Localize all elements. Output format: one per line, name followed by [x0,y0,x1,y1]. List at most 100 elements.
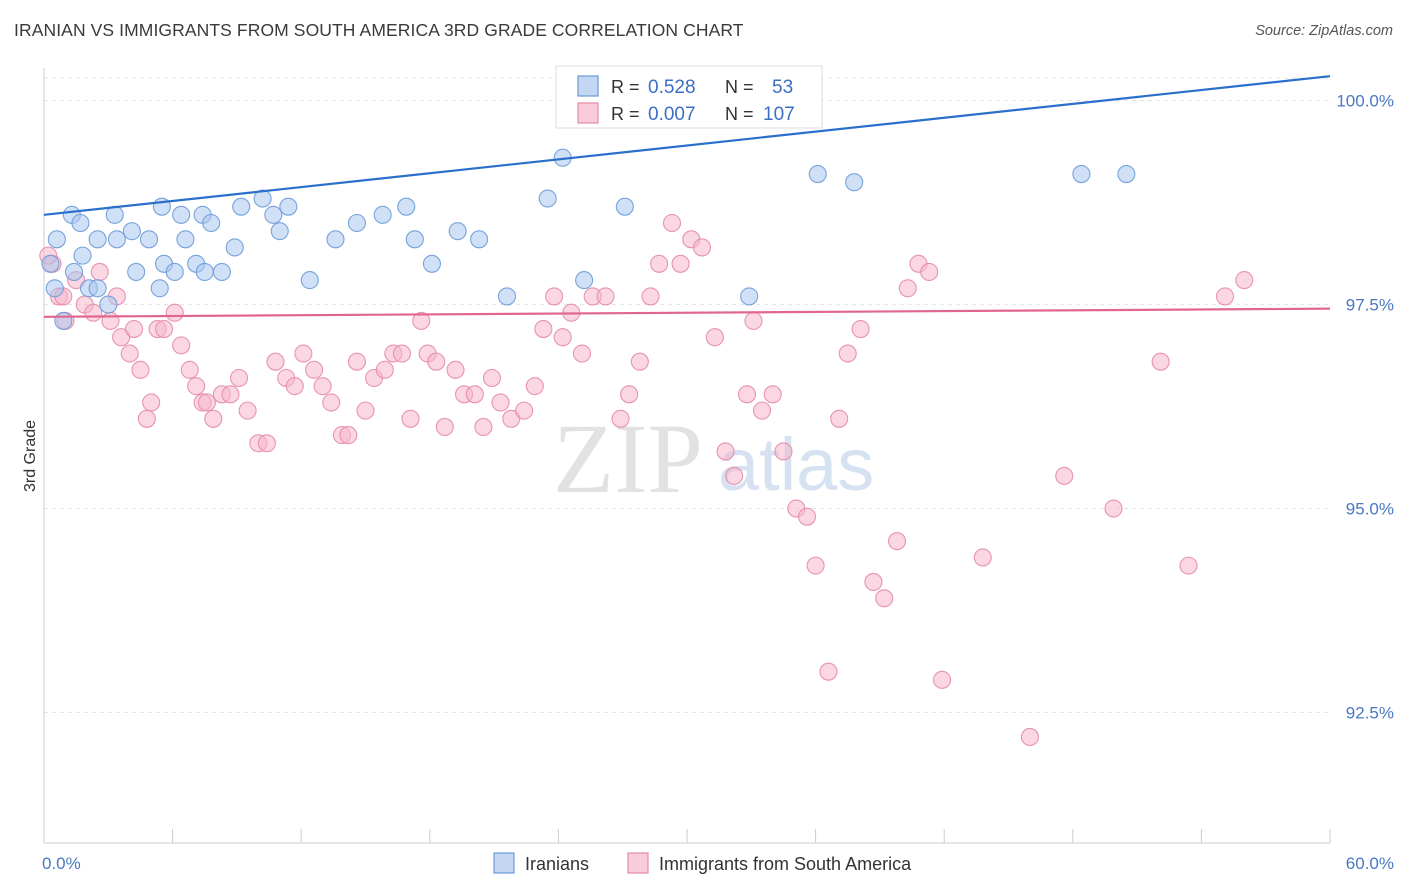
immigrants-point-101 [1151,352,1170,371]
iranians-point-7 [47,230,66,249]
immigrants-point-35 [313,377,332,396]
iranians-point-44 [538,189,557,208]
immigrants-point-53 [474,417,493,436]
immigrants-point-85 [806,556,825,575]
immigrants-point-58 [525,377,544,396]
immigrants-point-20 [187,377,206,396]
immigrants-point-17 [165,303,184,322]
stats-r-label-2: R = [611,104,640,124]
iranians-point-2 [64,262,84,281]
stats-n-value-1: 53 [772,77,793,98]
immigrants-point-18 [172,336,191,355]
iranians-point-0 [45,279,64,298]
immigrants-point-60 [545,287,564,306]
iranians-point-43 [497,287,517,306]
immigrants-point-97 [973,548,992,567]
immigrants-point-27 [238,401,257,420]
immigrants-point-44 [392,344,411,363]
immigrants-point-95 [920,262,939,281]
iranians-point-36 [347,213,366,233]
immigrants-point-56 [502,409,521,428]
immigrants-point-63 [572,344,592,363]
immigrants-point-96 [933,670,952,689]
watermark-atlas: atlas [718,423,874,506]
immigrants-point-79 [744,311,763,330]
immigrants-point-38 [339,426,358,445]
immigrants-point-92 [887,532,907,551]
immigrants-point-42 [375,360,394,379]
stats-r-value-2: 0.007 [648,104,696,125]
x-tick-label-max: 60.0% [1346,854,1394,873]
iranians-point-22 [176,230,195,249]
immigrants-point-67 [620,385,639,404]
iranians-point-49 [808,165,827,184]
immigrants-point-34 [305,360,324,379]
iranians-point-50 [845,173,864,192]
stats-n-value-2: 107 [763,104,795,125]
iranians-point-34 [300,271,319,290]
immigrants-point-88 [838,344,857,363]
legend-swatch-iranians [493,852,515,874]
immigrants-point-39 [347,352,366,371]
iranians-point-30 [253,189,272,208]
immigrants-point-90 [864,572,883,591]
iranians-point-13 [107,230,126,249]
legend-swatch-immigrants [627,852,649,874]
immigrants-point-75 [705,328,724,347]
immigrants-point-13 [137,409,156,428]
y-tick-labels: 92.5% 95.0% 97.5% 100.0% [1336,92,1394,723]
immigrants-point-78 [737,385,757,404]
immigrants-point-86 [819,662,838,681]
iranians-point-1 [54,311,73,330]
iranians-point-47 [615,197,634,216]
iranians-point-46 [575,271,594,290]
iranians-point-21 [172,205,191,224]
immigrants-point-40 [356,401,375,420]
iranians-point-20 [165,262,184,281]
immigrants-point-87 [830,409,849,428]
iranians-point-33 [279,197,298,216]
immigrants-point-69 [641,287,660,306]
immigrants-point-89 [851,320,870,339]
immigrants-point-54 [482,368,502,388]
immigrants-point-11 [124,320,144,339]
immigrants-point-76 [716,442,735,461]
iranians-point-32 [270,222,289,241]
immigrants-point-91 [875,589,894,608]
immigrants-point-55 [491,393,510,412]
immigrants-point-71 [662,213,682,233]
immigrants-point-50 [446,360,465,379]
chart-source: Source: ZipAtlas.com [1255,23,1393,39]
iranians-point-6 [41,254,60,273]
immigrants-point-25 [221,385,240,404]
legend-label-immigrants: Immigrants from South America [659,854,912,874]
immigrants-point-70 [650,254,669,273]
immigrants-point-103 [1215,287,1235,306]
iranians-point-4 [88,279,107,298]
y-tick-label-2: 97.5% [1346,296,1394,315]
immigrants-point-102 [1179,556,1198,575]
y-tick-label-0: 92.5% [1346,703,1394,722]
x-ticks [43,829,1331,843]
immigrants-point-66 [611,409,630,428]
stats-swatch-iranians [577,75,599,97]
immigrants-point-84 [797,507,817,526]
watermark: ZIP atlas [553,403,874,514]
iranians-point-39 [405,230,424,249]
iranians-trend-line [43,75,1331,216]
immigrants-point-81 [763,385,782,404]
iranians-point-27 [212,262,231,281]
immigrants-point-30 [266,352,285,371]
stats-n-label-2: N = [725,104,754,124]
iranians-point-10 [71,213,90,233]
y-axis-label: 3rd Grade [22,420,39,492]
immigrants-point-59 [534,320,553,339]
iranians-point-31 [264,205,283,224]
immigrants-point-68 [630,352,649,371]
iranians-point-11 [88,230,107,249]
y-tick-label-1: 95.0% [1346,500,1394,519]
immigrants-point-10 [120,344,139,363]
immigrants-point-7 [101,311,120,330]
iranians-point-28 [225,238,244,257]
immigrants-point-104 [1235,271,1254,290]
